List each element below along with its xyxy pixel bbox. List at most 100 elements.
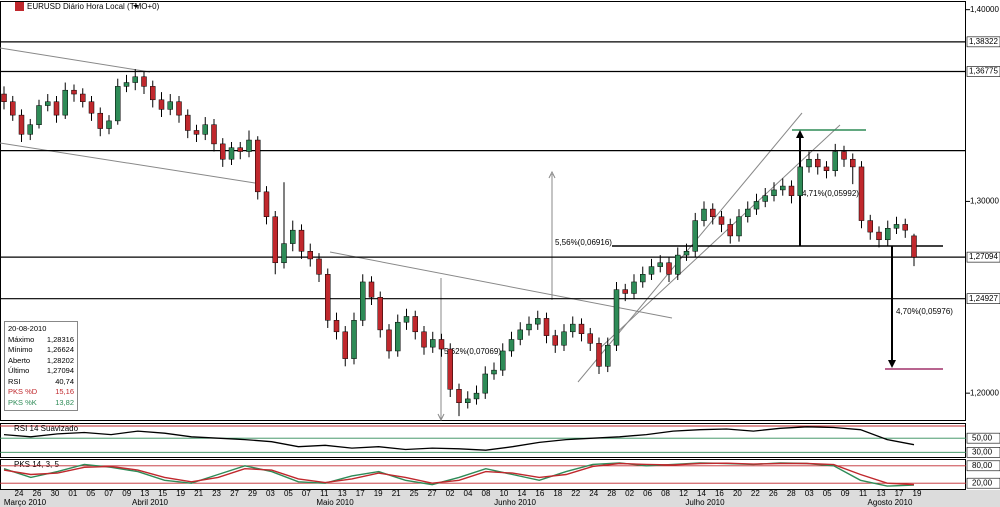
info-value: 1,28316 xyxy=(46,334,74,344)
x-tick-label: 09 xyxy=(122,489,131,498)
info-value: 1,26624 xyxy=(46,345,74,354)
stoch-line xyxy=(3,462,915,486)
x-tick-label: 26 xyxy=(33,489,42,498)
x-tick-label: 16 xyxy=(535,489,544,498)
candle-body xyxy=(456,389,462,403)
candle-body xyxy=(53,101,60,116)
level-label-box xyxy=(966,66,1000,77)
candle-body xyxy=(666,262,672,275)
info-row: Último 1,27094 xyxy=(8,366,74,377)
info-row: PKS %K 13,82 xyxy=(8,398,74,409)
x-tick-label: 09 xyxy=(841,489,850,498)
candle-body xyxy=(106,120,112,129)
info-row: Aberto 1,28202 xyxy=(8,356,74,367)
level-label-box xyxy=(966,36,1000,48)
x-tick-label: 30 xyxy=(50,489,59,498)
candle-body xyxy=(543,318,550,336)
candle-body xyxy=(815,158,821,168)
y-tick-label: 1,20000 xyxy=(970,388,999,397)
x-tick-label: 15 xyxy=(158,489,167,498)
stoch-panel xyxy=(0,459,966,490)
y-tick-label: 1,30000 xyxy=(970,197,999,206)
candle-body xyxy=(535,318,541,325)
candle-body xyxy=(596,343,602,367)
level-label: 1,38322 xyxy=(969,37,998,46)
candle-body xyxy=(675,254,681,275)
candle-body xyxy=(263,191,270,218)
candle-body xyxy=(657,262,663,267)
candle-body xyxy=(1,93,7,102)
x-tick-label: 11 xyxy=(859,489,868,498)
level-label-box xyxy=(966,251,1000,263)
rsi-line xyxy=(3,426,915,451)
candle-body xyxy=(622,289,628,294)
candle-body xyxy=(325,274,331,321)
x-tick-label: 25 xyxy=(410,489,419,498)
x-tick-label: 18 xyxy=(553,489,562,498)
candle-body xyxy=(88,101,95,114)
candle-body xyxy=(115,86,121,122)
level-label-box xyxy=(966,460,1000,472)
month-label: Maio 2010 xyxy=(316,498,354,507)
arrow-head xyxy=(796,130,804,138)
x-tick-label: 27 xyxy=(428,489,437,498)
annotation: 4,70%(0,05976) xyxy=(896,307,953,316)
candle-body xyxy=(718,216,725,225)
x-tick-label: 17 xyxy=(895,489,904,498)
arrow-head xyxy=(888,360,896,368)
candle-body xyxy=(753,201,760,210)
price-panel xyxy=(0,1,966,421)
candle-body xyxy=(246,139,252,152)
info-label: Aberto xyxy=(8,355,31,365)
candle-body xyxy=(893,224,900,229)
candle-body xyxy=(360,281,366,321)
candle-body xyxy=(876,231,882,241)
stoch-title: PKS 14, 3, 5 xyxy=(14,460,59,469)
level-label: 1,36775 xyxy=(969,67,998,76)
candle-body xyxy=(806,158,812,168)
candle-body xyxy=(701,208,707,221)
candle-body xyxy=(97,112,103,129)
candle-body xyxy=(710,208,716,218)
candle-body xyxy=(351,320,357,359)
info-label: Mínimo xyxy=(8,345,33,354)
candle-body xyxy=(727,224,733,237)
x-tick-label: 02 xyxy=(625,489,634,498)
arrow-head xyxy=(437,413,445,422)
candle-body xyxy=(508,339,515,352)
info-row: PKS %D 15,16 xyxy=(8,387,74,398)
indicator-tick-label: 50,00 xyxy=(972,433,993,442)
x-tick-label: 08 xyxy=(482,489,491,498)
arrow-head xyxy=(548,170,556,179)
candle-body xyxy=(316,258,322,275)
candle-body xyxy=(482,373,488,394)
info-value: 15,16 xyxy=(55,387,74,396)
info-row: RSI 40,74 xyxy=(8,377,74,388)
info-label: PKS %K xyxy=(8,397,37,407)
dropdown-icon[interactable] xyxy=(133,5,139,8)
info-row: Mínimo 1,26624 xyxy=(8,345,74,356)
candle-body xyxy=(780,185,786,191)
x-tick-label: 10 xyxy=(499,489,508,498)
info-label: RSI xyxy=(8,376,21,386)
candle-body xyxy=(333,320,340,333)
info-value: 1,28202 xyxy=(46,355,74,365)
candle-body xyxy=(605,344,611,367)
trend-line xyxy=(0,47,151,73)
candle-body xyxy=(237,147,243,152)
candle-body xyxy=(762,195,768,202)
candle-body xyxy=(683,251,690,256)
x-tick-label: 13 xyxy=(877,489,886,498)
candle-body xyxy=(71,89,77,95)
x-tick-label: 17 xyxy=(356,489,365,498)
x-tick-label: 08 xyxy=(661,489,670,498)
level-label-box xyxy=(966,293,1000,304)
candle-body xyxy=(500,350,506,371)
x-tick-label: 28 xyxy=(607,489,616,498)
time-axis xyxy=(0,490,1000,507)
candle-body xyxy=(62,89,68,116)
candle-body xyxy=(386,329,392,352)
x-tick-label: 22 xyxy=(751,489,760,498)
trend-line xyxy=(0,142,256,184)
